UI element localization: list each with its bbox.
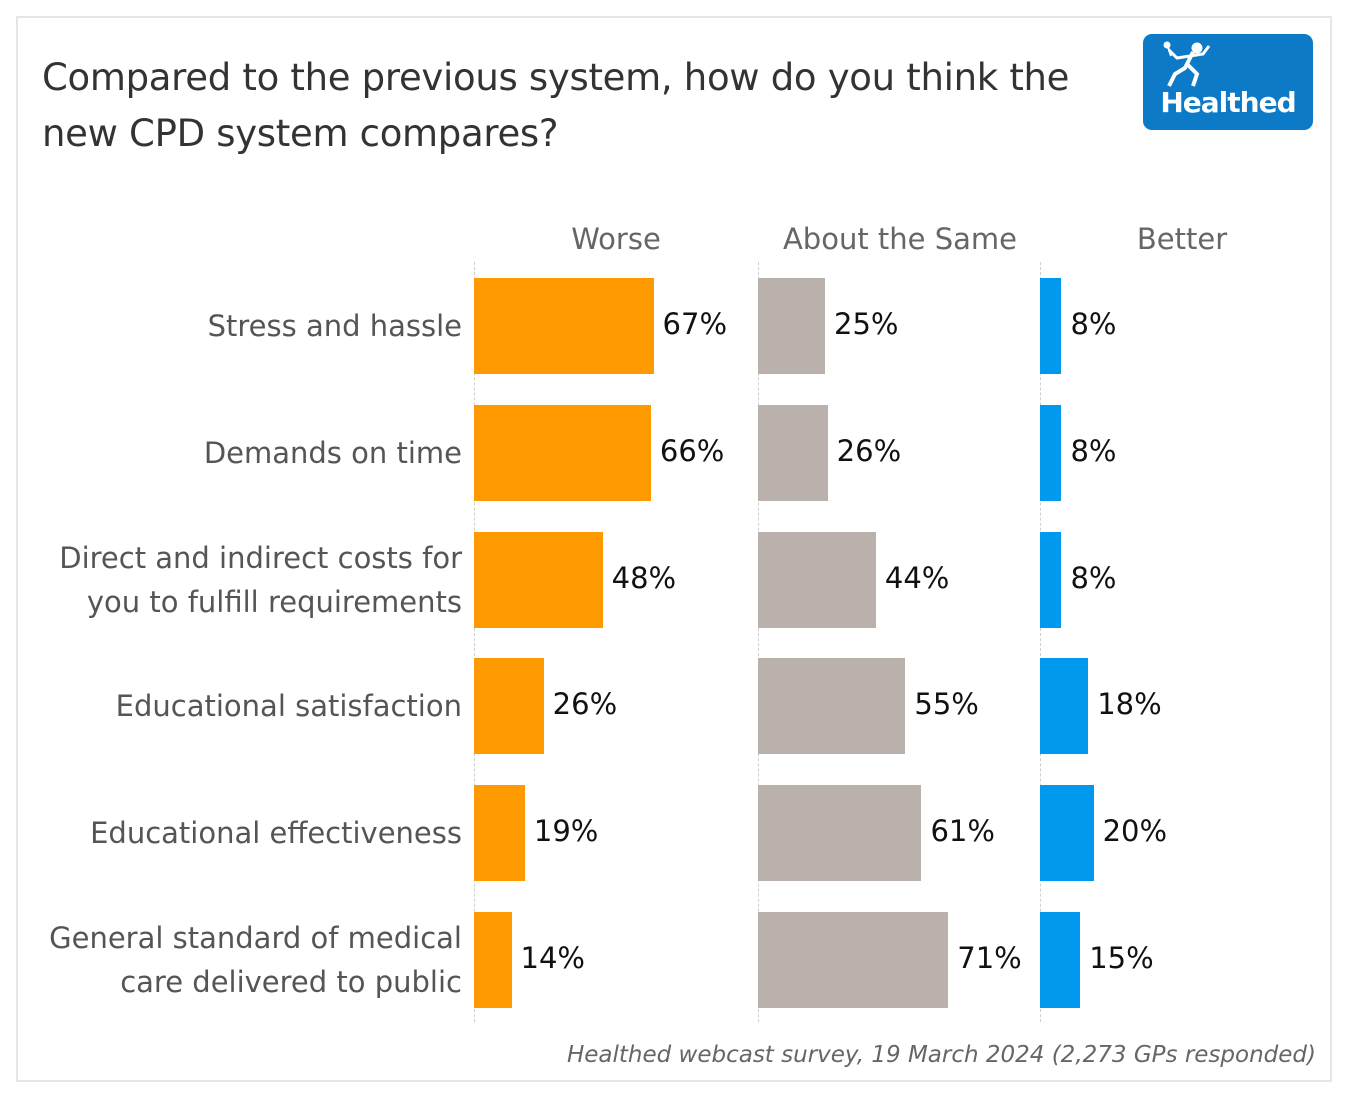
data-label: 48% — [611, 560, 677, 595]
category-label: Demands on time — [204, 431, 462, 475]
chart-title: Compared to the previous system, how do … — [42, 56, 1070, 155]
bar-better[interactable] — [1040, 785, 1094, 882]
logo-text: Healthed — [1160, 86, 1296, 119]
category-label-line: Stress and hassle — [207, 309, 462, 343]
category-label: Direct and indirect costs for you to fulf… — [59, 536, 462, 624]
data-label: 8% — [1070, 307, 1117, 341]
data-label: 67% — [662, 307, 728, 341]
data-label: 71% — [957, 941, 1022, 975]
category-label-line: Direct and indirect costs for — [59, 540, 462, 575]
panel-axis-line — [1040, 262, 1041, 1022]
data-label: 26% — [836, 433, 902, 468]
data-label: 25% — [834, 307, 899, 341]
bar-about-the-same[interactable] — [758, 658, 906, 755]
bar-better[interactable] — [1040, 531, 1062, 628]
footnote: Healthed webcast survey, 19 March 2024 (… — [566, 1042, 1316, 1068]
category-label: General standard of medical care delivere… — [49, 916, 462, 1004]
data-label: 66% — [659, 433, 725, 468]
runner-icon — [1163, 41, 1211, 87]
category-label-line: Demands on time — [203, 435, 462, 470]
category-label: Educational effectiveness — [90, 811, 462, 855]
panel-axis-line — [474, 262, 475, 1022]
bar-worse[interactable] — [474, 658, 544, 755]
bar-about-the-same[interactable] — [758, 404, 828, 501]
bar-about-the-same[interactable] — [758, 785, 922, 882]
data-label: 8% — [1070, 433, 1117, 468]
bar-worse[interactable] — [474, 912, 512, 1008]
category-label-line: you to fulfill requirements — [86, 584, 462, 619]
category-label: Stress and hassle — [208, 304, 462, 348]
category-label-line: Educational effectiveness — [90, 816, 462, 851]
data-label: 15% — [1089, 941, 1154, 975]
data-label: 26% — [552, 687, 618, 722]
bar-better[interactable] — [1040, 278, 1062, 374]
data-label: 61% — [930, 814, 995, 849]
data-label: 20% — [1102, 814, 1168, 849]
data-label: 14% — [520, 941, 585, 975]
category-label: Educational satisfaction — [116, 684, 462, 728]
bar-about-the-same[interactable] — [758, 912, 949, 1008]
bar-better[interactable] — [1040, 912, 1081, 1008]
column-header-worse: Worse — [571, 222, 661, 256]
data-label: 18% — [1097, 687, 1162, 722]
bar-worse[interactable] — [474, 278, 654, 374]
data-label: 8% — [1070, 560, 1117, 595]
data-label: 44% — [884, 560, 950, 595]
column-header-about-the-same: About the Same — [782, 222, 1018, 256]
panel-axis-line — [758, 262, 759, 1022]
category-label-line: Educational satisfaction — [115, 689, 462, 724]
data-label: 19% — [533, 814, 599, 849]
category-label-line: care delivered to public — [120, 965, 462, 999]
bar-worse[interactable] — [474, 785, 525, 882]
column-header-better: Better — [1136, 222, 1228, 256]
bar-worse[interactable] — [474, 531, 603, 628]
category-label-line: General standard of medical — [49, 921, 462, 955]
bar-better[interactable] — [1040, 404, 1062, 501]
bar-about-the-same[interactable] — [758, 531, 876, 628]
bar-better[interactable] — [1040, 658, 1089, 755]
bar-worse[interactable] — [474, 404, 651, 501]
data-label: 55% — [914, 687, 979, 722]
chart-frame — [16, 16, 1332, 1082]
healthed-logo: Healthed — [1143, 34, 1313, 130]
bar-about-the-same[interactable] — [758, 278, 825, 374]
